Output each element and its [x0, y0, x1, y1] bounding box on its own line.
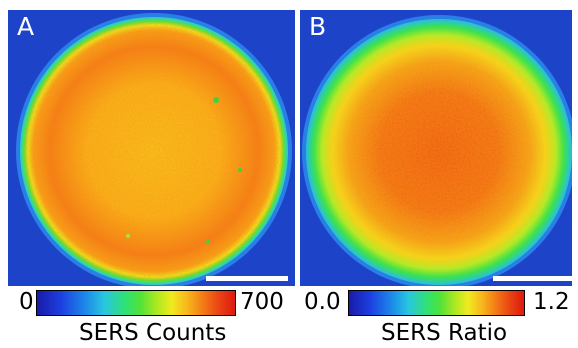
sers-counts-heatmap — [8, 10, 295, 286]
colorbar-max-label: 700 — [240, 289, 284, 315]
colorbar-min-label: 0.0 — [304, 289, 341, 315]
speckle-texture — [327, 40, 551, 264]
sers-ratio-map: B — [300, 10, 572, 286]
colorbar-gradient — [348, 290, 525, 316]
colorbar-gradient — [36, 290, 236, 316]
panel-label: B — [309, 12, 327, 41]
sers-ratio-heatmap — [300, 10, 572, 286]
hot-spot — [206, 240, 210, 244]
colorbar-max-label: 1.2 — [533, 289, 570, 315]
scale-bar — [206, 276, 288, 281]
sers-counts-map: A — [8, 10, 295, 286]
hot-spot — [126, 234, 130, 238]
panel-label: A — [17, 12, 35, 41]
hot-spot — [213, 97, 219, 103]
hot-spot — [238, 168, 242, 172]
colorbar-title: SERS Ratio — [381, 320, 508, 346]
speckle-texture — [24, 21, 284, 281]
scale-bar — [493, 276, 572, 281]
colorbar-min-label: 0 — [19, 289, 34, 315]
colorbar-title: SERS Counts — [79, 320, 227, 346]
